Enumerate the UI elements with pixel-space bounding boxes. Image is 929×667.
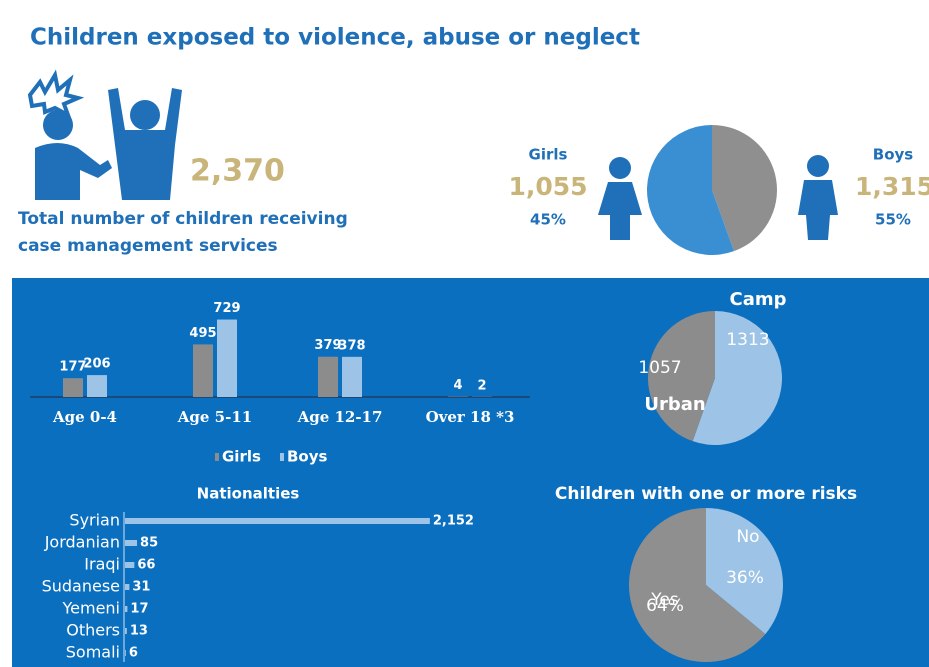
- pie-slice: [712, 125, 778, 252]
- pie-label: Urban: [644, 394, 705, 415]
- bar: [63, 378, 83, 397]
- bar-label: 31: [132, 580, 150, 595]
- bar: [125, 606, 128, 612]
- pie-slice: [692, 311, 783, 445]
- pie-value: 36%: [726, 568, 764, 588]
- bar-label: 206: [83, 357, 110, 372]
- total-label: Total number of children receiving: [18, 209, 348, 229]
- bar-label: 4: [453, 378, 462, 393]
- pie-label: Yes: [650, 590, 679, 610]
- bar: [125, 540, 138, 546]
- pie-slice: [629, 508, 766, 662]
- category-label: Syrian: [69, 511, 120, 530]
- bar-label: 378: [338, 338, 365, 353]
- pie-value: 1057: [638, 358, 681, 378]
- bar-label: 729: [213, 301, 240, 316]
- pie-value: 64%: [646, 596, 684, 616]
- bar: [125, 518, 430, 524]
- bar-label: 2,152: [433, 514, 474, 529]
- bar-label: 66: [137, 558, 155, 573]
- bar: [193, 344, 213, 397]
- category-label: Age 5-11: [177, 408, 252, 426]
- gender-label: Boys: [873, 146, 914, 164]
- total-label: case management services: [18, 236, 278, 256]
- category-label: Sudanese: [42, 577, 120, 596]
- pie-value: 1313: [726, 330, 769, 350]
- bar: [87, 375, 107, 397]
- gender-percent: 45%: [530, 211, 566, 229]
- gender-percent: 55%: [875, 211, 911, 229]
- category-label: Others: [66, 621, 120, 640]
- category-label: Yemeni: [61, 599, 120, 618]
- chart-title: Nationalties: [197, 485, 300, 503]
- pie-slice: [646, 125, 734, 256]
- bar-label: 177: [59, 360, 86, 375]
- blue-panel: [12, 278, 929, 667]
- legend-swatch: [280, 453, 284, 461]
- bar: [318, 356, 338, 397]
- bar: [217, 319, 237, 397]
- bar: [125, 584, 130, 590]
- pie-label: Camp: [730, 289, 787, 310]
- title: Children exposed to violence, abuse or n…: [30, 25, 640, 51]
- pie-label: No: [736, 527, 759, 547]
- bar-label: 495: [189, 326, 216, 341]
- category-label: Iraqi: [84, 555, 120, 574]
- gender-count: 1,055: [508, 172, 587, 201]
- total-value: 2,370: [190, 154, 285, 189]
- legend-swatch: [215, 453, 219, 461]
- pie-slice: [648, 311, 715, 442]
- bar: [125, 628, 127, 634]
- category-label: Jordanian: [44, 533, 120, 552]
- boy-icon: [798, 155, 838, 240]
- legend-label: Boys: [287, 448, 328, 466]
- bar-label: 13: [130, 624, 148, 639]
- bar-label: 6: [129, 646, 138, 661]
- bar-label: 85: [140, 536, 158, 551]
- children-icon: [27, 69, 182, 200]
- bar-label: 17: [130, 602, 148, 617]
- bar: [342, 356, 362, 397]
- bar-label: 379: [314, 338, 341, 353]
- category-label: Somali: [66, 643, 120, 662]
- category-label: Over 18 *3: [426, 408, 515, 426]
- gender-label: Girls: [529, 146, 568, 164]
- gender-count: 1,315: [855, 172, 929, 201]
- bar: [125, 650, 126, 656]
- category-label: Age 12-17: [297, 408, 383, 426]
- pie-slice: [706, 508, 784, 635]
- bar: [125, 562, 135, 568]
- bar-label: 2: [477, 378, 486, 393]
- category-label: Age 0-4: [52, 408, 117, 426]
- girl-icon: [598, 157, 642, 240]
- chart-title: Children with one or more risks: [555, 484, 857, 504]
- legend-label: Girls: [222, 448, 261, 466]
